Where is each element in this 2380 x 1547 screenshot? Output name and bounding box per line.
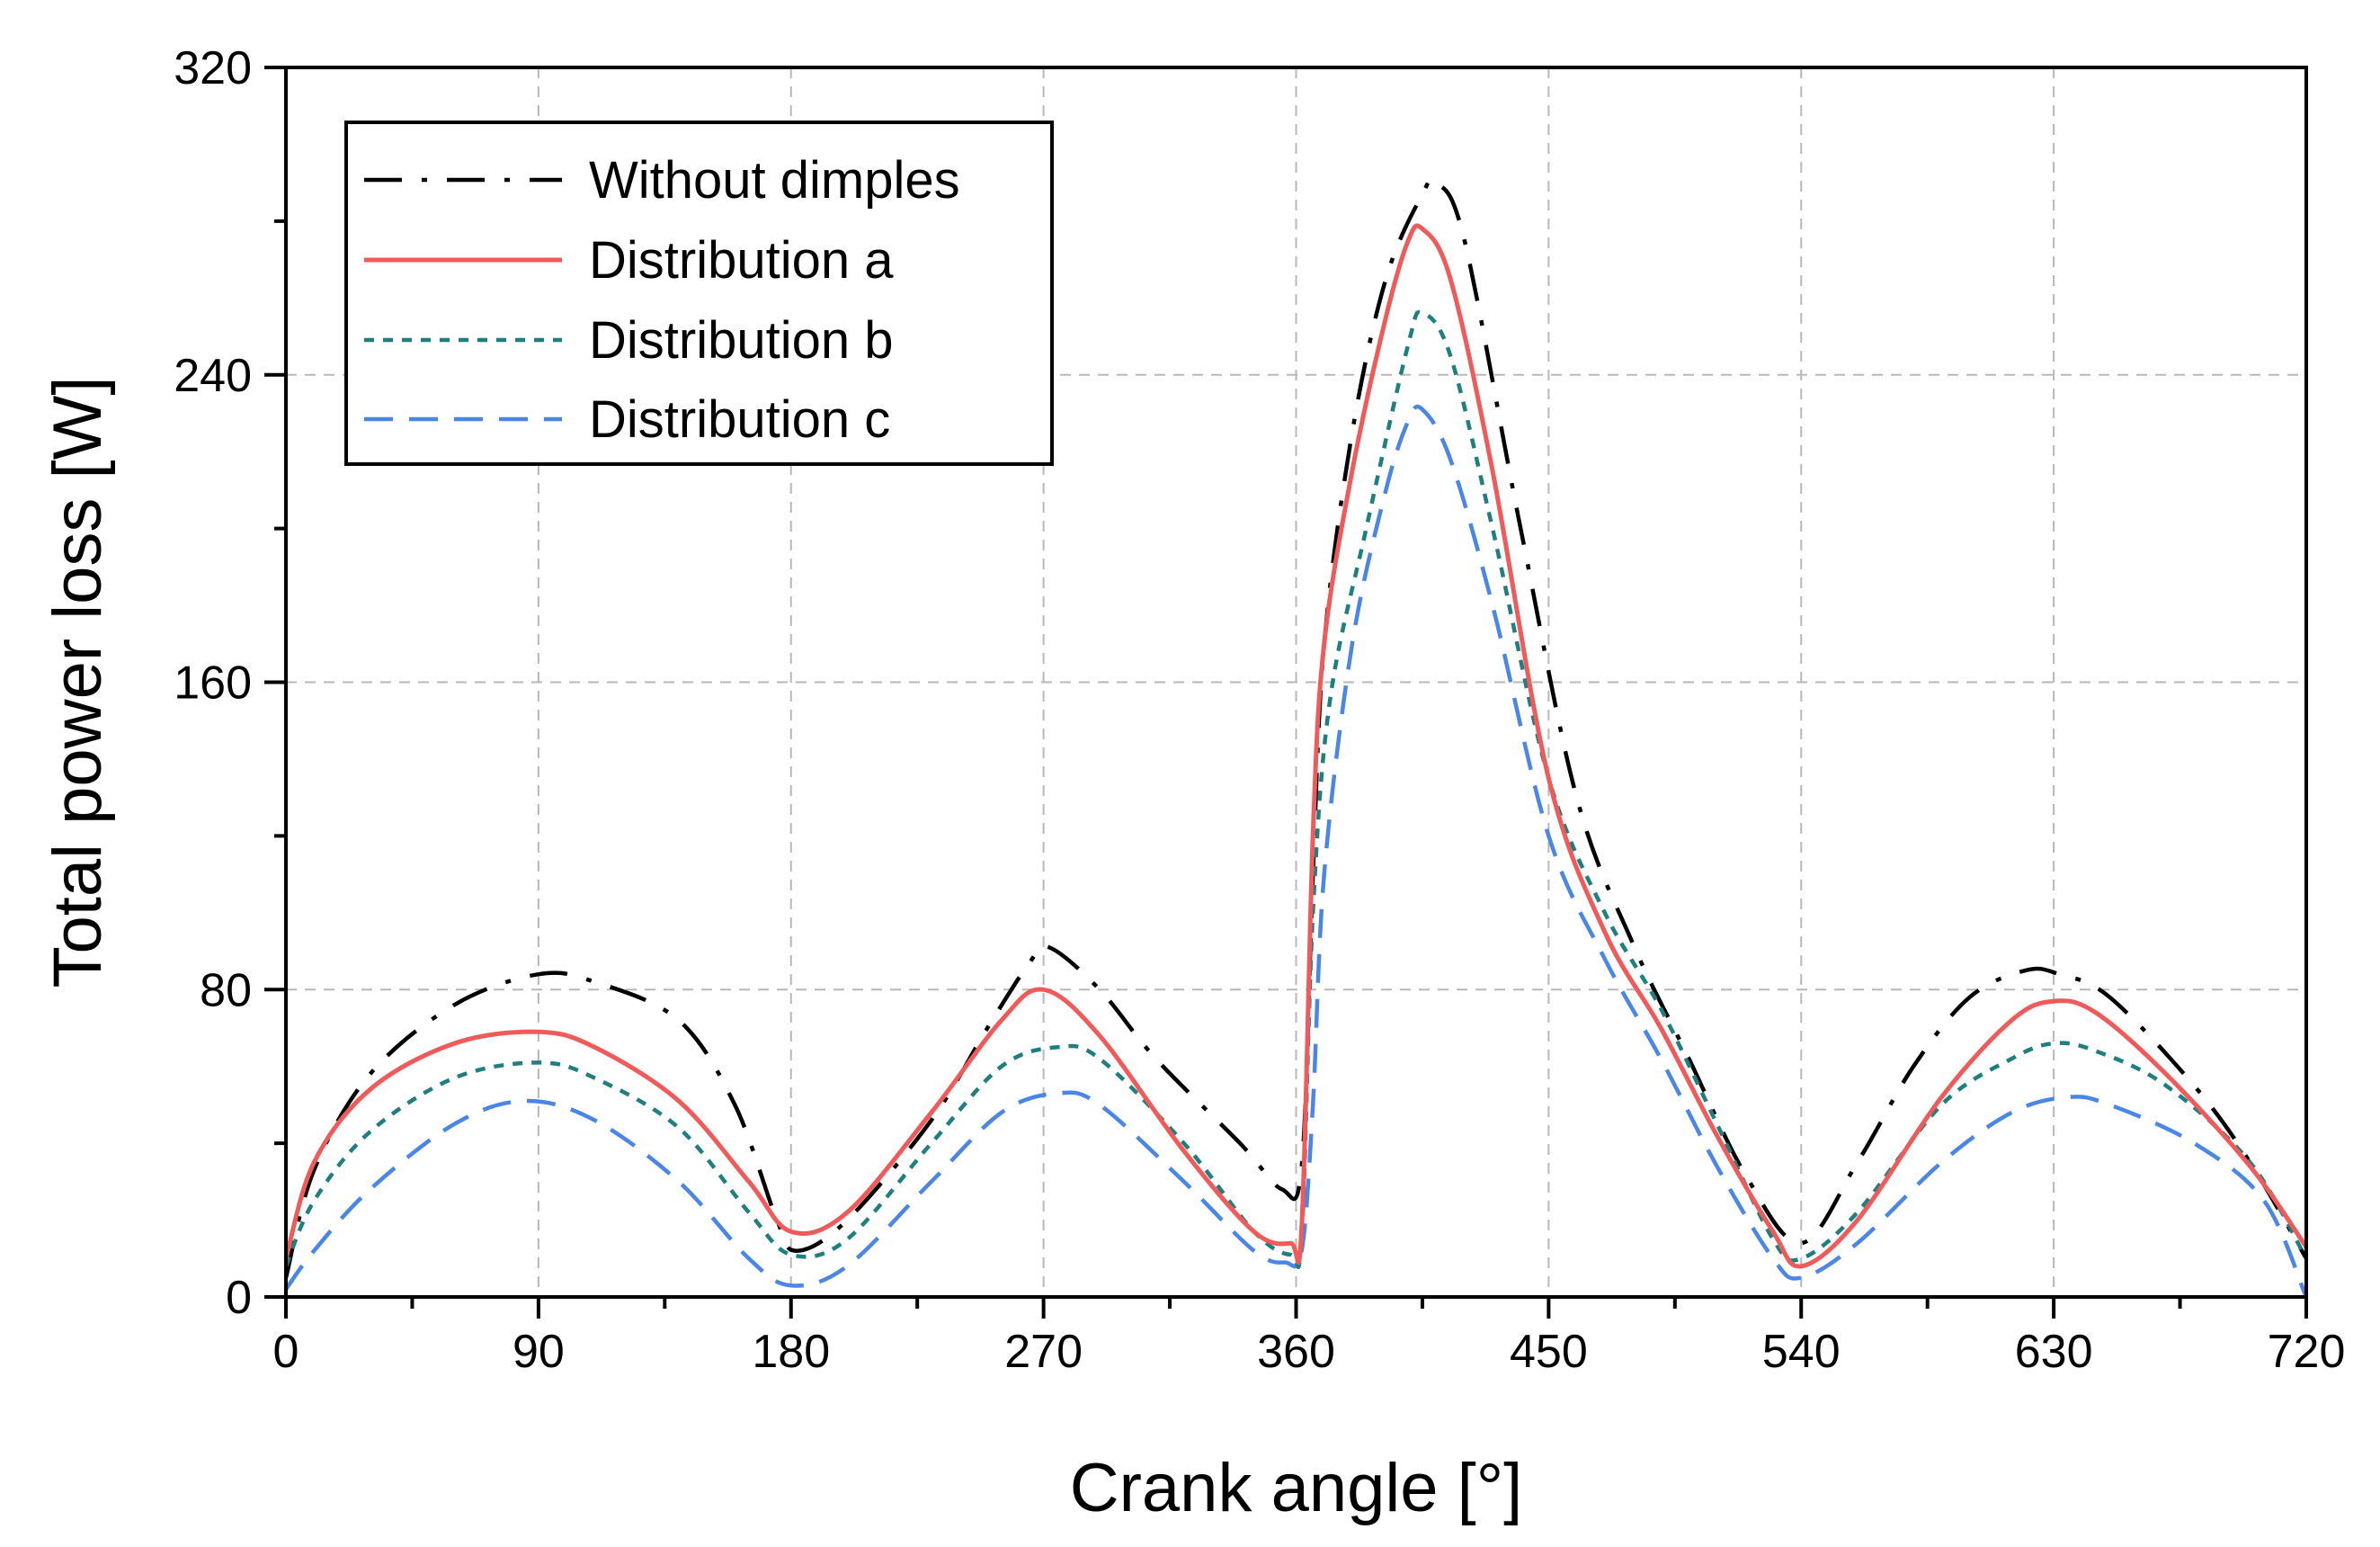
y-tick-label: 80	[200, 964, 252, 1016]
legend-label-distribution-c: Distribution c	[589, 390, 890, 449]
y-tick-label: 0	[226, 1272, 252, 1324]
grid-lines	[286, 67, 2306, 1297]
series-line-distribution-c	[284, 404, 2309, 1298]
legend: Without dimples Distribution a Distribut…	[344, 121, 1054, 466]
x-tick-label: 450	[1510, 1326, 1588, 1378]
x-tick-label: 270	[1004, 1326, 1083, 1378]
x-tick-label: 720	[2268, 1326, 2346, 1378]
series-line-distribution-a	[283, 223, 2309, 1269]
x-tick-label: 90	[513, 1326, 565, 1378]
x-axis-title: Crank angle [°]	[1070, 1450, 1523, 1526]
legend-label-without-dimples: Without dimples	[589, 151, 960, 210]
x-tick-label: 0	[273, 1326, 299, 1378]
series-lines	[283, 176, 2309, 1298]
legend-label-distribution-a: Distribution a	[589, 231, 894, 290]
x-tick-label: 180	[752, 1326, 830, 1378]
x-tick-label: 360	[1257, 1326, 1335, 1378]
x-tick-label: 630	[2015, 1326, 2093, 1378]
y-tick-label: 320	[174, 42, 252, 94]
legend-label-distribution-b: Distribution b	[589, 311, 893, 370]
y-tick-label: 240	[174, 350, 252, 402]
x-tick-label: 540	[1762, 1326, 1841, 1378]
y-axis-title: Total power loss [W]	[40, 377, 116, 988]
axis-ticks: 0 90 180 270 360 450 540 630 720 0 80 160 240 320	[174, 42, 2345, 1378]
y-tick-label: 160	[174, 657, 252, 710]
